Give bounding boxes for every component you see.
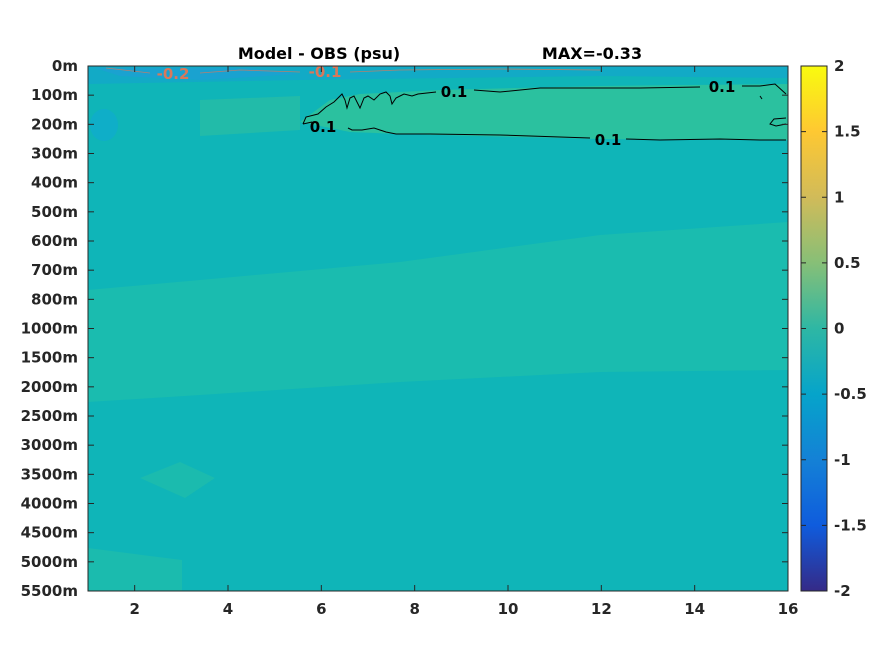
y-tick-label: 700m [31,261,78,279]
contour-label: 0.1 [595,131,622,149]
y-tick-label: 5500m [21,582,78,600]
contour-label: 0.1 [310,118,337,136]
y-tick-label: 3500m [21,465,78,483]
y-tick-label: 100m [31,86,78,104]
colorbar-tick-label: -0.5 [834,385,867,403]
colorbar-tick-label: -1.5 [834,516,867,534]
colorbar-tick-label: 1.5 [834,123,861,141]
colorbar-tick-label: 0 [834,320,844,338]
y-tick-label: 800m [31,290,78,308]
contour-label: 0.1 [441,83,468,101]
x-tick-label: 10 [498,600,519,618]
y-tick-label: 400m [31,174,78,192]
contour-line-lower [302,121,591,139]
y-tick-label: 4500m [21,524,78,542]
contour-label: -0.1 [309,63,342,81]
colorbar-tick-label: 2 [834,57,844,75]
y-tick-label: 200m [31,115,78,133]
contour-line-right-end [742,83,787,95]
contour-line-upper-right [473,86,701,93]
y-tick-label: 500m [31,203,78,221]
heatmap-field [88,66,788,591]
x-tick-label: 6 [316,600,326,618]
contour-lines [302,83,787,141]
x-tick-label: 16 [778,600,799,618]
colorbar-tick-label: 0.5 [834,254,861,272]
x-tick-label: 4 [223,600,233,618]
x-tick-label: 12 [591,600,612,618]
contour-label: -0.2 [157,65,190,83]
contour-label: 0.1 [709,78,736,96]
colorbar-tick-label: -2 [834,582,851,600]
y-tick-label: 1000m [21,320,78,338]
y-tick-label: 300m [31,145,78,163]
contour-line-upper [302,91,437,125]
x-tick-label: 2 [129,600,139,618]
y-tick-label: 3000m [21,436,78,454]
y-axis: 0m 100m 200m 300m 400m 500m 600m 700m 800m 1000m 1… [21,57,788,600]
contour-loop-right [769,117,787,127]
y-tick-label: 600m [31,232,78,250]
colorbar: 2 1.5 1 0.5 0 -0.5 -1 -1.5 -2 [800,57,867,600]
y-tick-label: 5000m [21,553,78,571]
contour-labels: -0.2 -0.1 0.1 0.1 0.1 0.1 [157,63,736,149]
x-tick-label: 14 [684,600,705,618]
chart-title: Model - OBS (psu) [238,44,400,63]
surface-contours [105,67,601,74]
y-tick-label: 0m [52,57,78,75]
colorbar-tick-label: -1 [834,451,851,469]
contour-line-lower-right [625,138,786,141]
x-axis: 2 4 6 8 10 12 14 16 [129,66,798,618]
y-tick-label: 4000m [21,495,78,513]
y-tick-label: 1500m [21,349,78,367]
chart-subtitle: MAX=-0.33 [542,44,642,63]
colorbar-tick-label: 1 [834,188,844,206]
y-tick-label: 2500m [21,407,78,425]
x-tick-label: 8 [409,600,419,618]
y-tick-label: 2000m [21,378,78,396]
